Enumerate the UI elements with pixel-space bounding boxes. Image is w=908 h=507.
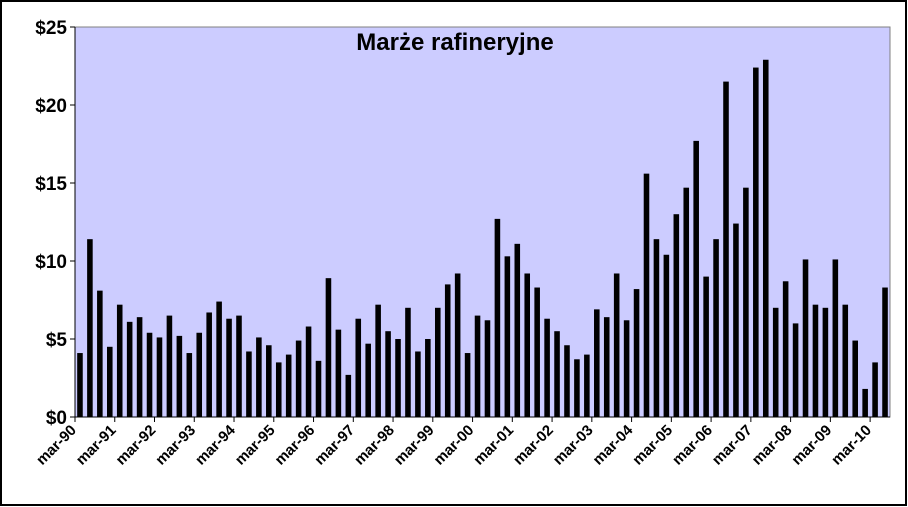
bar [872, 362, 878, 417]
bar [723, 81, 729, 417]
bar [146, 332, 153, 417]
bar [97, 290, 103, 417]
bar [494, 218, 501, 417]
bar [762, 59, 769, 417]
bar [325, 278, 332, 417]
bar [812, 304, 819, 417]
bar [544, 318, 550, 417]
bar [385, 331, 391, 417]
bar [514, 243, 521, 417]
bar [444, 284, 451, 417]
bar [116, 304, 123, 417]
bar [623, 320, 630, 417]
bar [305, 326, 312, 417]
bar [782, 281, 789, 417]
bar [663, 254, 670, 417]
y-tick-label: $10 [35, 252, 67, 273]
bar [464, 353, 471, 417]
bar [842, 304, 849, 417]
bar [594, 309, 600, 417]
bar [425, 339, 431, 417]
bar [802, 259, 809, 417]
bar [335, 329, 342, 417]
bar [484, 320, 491, 417]
bar [792, 323, 799, 417]
bar [176, 335, 183, 417]
y-tick-label: $15 [35, 174, 67, 195]
bar [107, 346, 113, 417]
bar [474, 315, 481, 417]
bar [375, 304, 381, 417]
bar [246, 351, 252, 417]
bar [603, 317, 610, 417]
bar [633, 289, 640, 417]
bar [713, 239, 719, 417]
bar [395, 339, 401, 417]
bar [166, 315, 173, 417]
bar [753, 67, 759, 417]
bar [405, 307, 411, 417]
bar [524, 273, 531, 417]
bar [136, 317, 143, 417]
bar [574, 359, 580, 417]
bar [256, 337, 262, 417]
bar [295, 340, 302, 417]
bar [415, 351, 421, 417]
bar [266, 345, 272, 417]
bar [315, 360, 322, 417]
y-tick-label: $25 [35, 18, 67, 39]
bar [87, 239, 93, 417]
bar [653, 239, 660, 417]
bar [564, 345, 570, 417]
bar [126, 321, 133, 417]
y-tick-label: $0 [46, 408, 67, 429]
bar [226, 318, 232, 417]
bar [196, 332, 203, 417]
bar [693, 140, 699, 417]
bar [862, 388, 868, 417]
bar [822, 307, 829, 417]
y-tick-label: $5 [46, 330, 68, 351]
bar [186, 353, 193, 417]
bar [365, 343, 371, 417]
bar [216, 301, 222, 417]
chart-title: Marże rafineryjne [356, 29, 553, 56]
bar [584, 354, 590, 417]
bar [772, 307, 779, 417]
bar [434, 307, 441, 417]
bar [743, 187, 749, 417]
y-tick-label: $20 [35, 96, 67, 117]
bar [643, 173, 650, 417]
bar [703, 276, 709, 417]
bar [733, 223, 739, 417]
bar [345, 374, 352, 417]
bar [554, 331, 560, 417]
bar [156, 337, 163, 417]
bar [673, 214, 680, 417]
bar [504, 256, 511, 417]
bar [206, 312, 212, 417]
bar [285, 354, 292, 417]
bar [683, 187, 690, 417]
bar [77, 353, 83, 417]
bar [882, 287, 888, 417]
bar [236, 315, 242, 417]
bar [355, 318, 362, 417]
bar [534, 287, 540, 417]
bar [454, 273, 461, 417]
bar [275, 362, 282, 417]
bar [832, 259, 839, 417]
bar [852, 340, 858, 417]
bar [613, 273, 620, 417]
